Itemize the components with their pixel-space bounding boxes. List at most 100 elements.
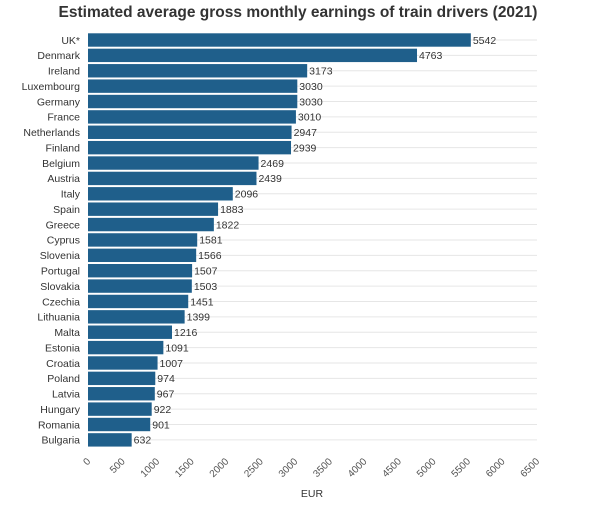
x-tick-label: 2500 (242, 456, 266, 480)
category-label: Netherlands (23, 127, 80, 139)
x-tick-label: 3500 (311, 456, 335, 480)
value-label: 922 (154, 404, 172, 416)
category-label: Finland (46, 142, 81, 154)
value-label: 4763 (419, 50, 443, 62)
value-label: 1503 (194, 281, 218, 293)
category-label: Germany (37, 96, 81, 108)
value-label: 632 (134, 435, 152, 447)
category-label: Belgium (42, 158, 80, 170)
value-label: 1399 (187, 312, 211, 324)
category-label: Lithuania (37, 312, 80, 324)
bar (88, 125, 292, 139)
x-axis-title: EUR (301, 488, 324, 500)
bar (88, 202, 219, 216)
bar (88, 48, 418, 63)
value-label: 3030 (299, 81, 323, 93)
category-label: Latvia (52, 389, 80, 401)
category-label: Ireland (48, 66, 80, 78)
value-label: 2469 (261, 158, 285, 170)
bar (88, 79, 298, 93)
bar (88, 387, 155, 401)
category-label: Denmark (37, 50, 80, 62)
x-tick-label: 500 (108, 456, 128, 476)
category-label: Austria (47, 173, 80, 185)
x-tick-label: 0 (81, 456, 93, 468)
bar (88, 187, 233, 201)
category-label: Malta (54, 327, 80, 339)
bar (88, 264, 193, 278)
x-tick-label: 4500 (380, 456, 404, 480)
x-tick-label: 5500 (450, 456, 474, 480)
value-label: 974 (157, 373, 175, 385)
bar (88, 110, 296, 124)
bars (88, 33, 471, 447)
value-label: 1216 (174, 327, 198, 339)
category-label: Spain (53, 204, 80, 216)
value-label: 1451 (190, 296, 214, 308)
x-tick-label: 1000 (139, 456, 163, 480)
value-label: 2939 (293, 142, 317, 154)
category-label: Cyprus (47, 235, 80, 247)
value-label: 1566 (198, 250, 222, 262)
category-label: Estonia (45, 342, 80, 354)
x-tick-label: 2000 (208, 456, 232, 480)
bar (88, 417, 151, 432)
bar (88, 233, 198, 247)
category-label: Slovenia (40, 250, 80, 262)
bar (88, 171, 257, 186)
bar (88, 33, 471, 47)
bar (88, 279, 192, 293)
value-label: 3010 (298, 112, 322, 124)
bar (88, 156, 259, 170)
category-label: Luxembourg (22, 81, 81, 93)
bar (88, 325, 172, 339)
value-label: 1507 (194, 266, 218, 278)
bar (88, 340, 164, 355)
category-label: Portugal (41, 266, 80, 278)
bar (88, 94, 298, 109)
category-label: Greece (46, 219, 81, 231)
bar (88, 310, 185, 324)
x-tick-labels: 0 500 1000 1500 2000 2500 3000 3500 4000 4500 5000… (81, 456, 542, 480)
bar (88, 433, 132, 447)
bar (88, 248, 197, 263)
category-label: Italy (61, 189, 81, 201)
value-label: 5542 (473, 35, 497, 47)
value-label: 1007 (160, 358, 184, 370)
x-tick-label: 1500 (173, 456, 197, 480)
value-label: 2947 (294, 127, 318, 139)
category-label: Slovakia (40, 281, 80, 293)
value-label: 3173 (309, 66, 333, 78)
category-labels: UK* Denmark Ireland Luxembourg Germany France… (22, 35, 81, 447)
x-tick-label: 5000 (415, 456, 439, 480)
bar (88, 217, 214, 232)
value-label: 3030 (299, 96, 323, 108)
value-labels: 5542 4763 3173 3030 3030 3010 2947 2939 2469 2439… (134, 35, 497, 447)
bar (88, 64, 308, 78)
category-label: Poland (47, 373, 80, 385)
category-label: Romania (38, 419, 80, 431)
x-tick-label: 6500 (519, 456, 543, 480)
bar (88, 140, 292, 155)
x-tick-label: 3000 (277, 456, 301, 480)
category-label: Croatia (46, 358, 80, 370)
category-label: UK* (61, 35, 80, 47)
category-label: Hungary (40, 404, 80, 416)
bar (88, 402, 152, 416)
value-label: 1581 (199, 235, 223, 247)
value-label: 2096 (235, 189, 259, 201)
bar (88, 356, 158, 370)
bar (88, 371, 156, 386)
x-tick-label: 4000 (346, 456, 370, 480)
value-label: 1822 (216, 219, 240, 231)
value-label: 967 (157, 389, 175, 401)
value-label: 2439 (258, 173, 282, 185)
bar (88, 294, 189, 309)
value-label: 1091 (165, 342, 189, 354)
category-label: Bulgaria (41, 435, 80, 447)
category-label: Czechia (42, 296, 80, 308)
value-label: 901 (152, 419, 170, 431)
x-tick-label: 6000 (484, 456, 508, 480)
chart-title: Estimated average gross monthly earnings… (58, 4, 538, 21)
